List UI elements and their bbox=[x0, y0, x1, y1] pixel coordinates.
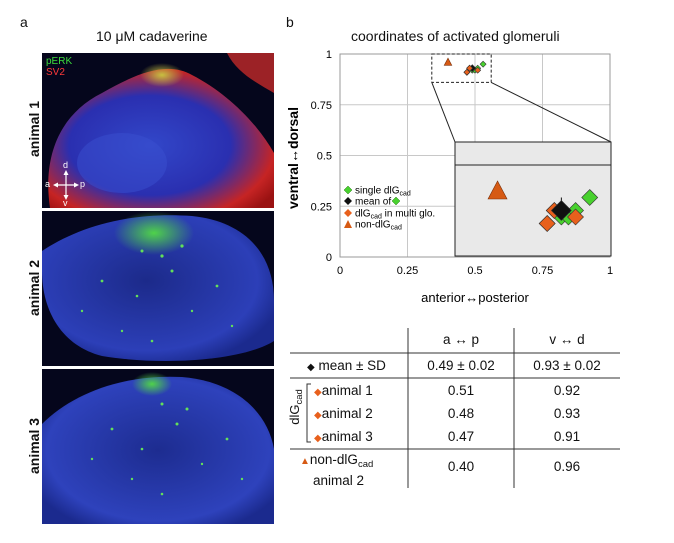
panel-b-letter: b bbox=[286, 14, 294, 30]
y-tick-label: 0.75 bbox=[311, 100, 332, 112]
x-tick-label: 0.75 bbox=[532, 265, 553, 277]
non-dlgcad-ap: 0.40 bbox=[447, 459, 475, 474]
mean-vd: 0.93 ± 0.02 bbox=[533, 358, 601, 373]
micrograph-animal-1: pERK SV2 d v a p bbox=[42, 53, 274, 208]
animal-1-ap: 0.51 bbox=[447, 383, 475, 398]
multi-glo-point-inset bbox=[538, 215, 556, 232]
legend-multi-label: dlGcad in multi glo. bbox=[355, 209, 435, 221]
sv2-legend: SV2 bbox=[46, 67, 65, 78]
multi-glo-point-inset bbox=[567, 208, 584, 226]
zoom-region-box bbox=[431, 53, 492, 83]
x-tick-label: 0.25 bbox=[397, 265, 418, 277]
y-tick-label: 0 bbox=[326, 252, 332, 264]
inset-points bbox=[487, 180, 599, 232]
axis-ticks: 0 0.25 0.5 0.75 1 0 0.25 0.5 0.75 1 bbox=[311, 49, 613, 277]
animal-2-vd: 0.93 bbox=[553, 406, 581, 421]
orange-diamond-icon: ◆ bbox=[314, 410, 322, 421]
compass-a: a bbox=[45, 179, 51, 189]
scatter-chart: 0 0.25 0.5 0.75 1 0 0.25 0.5 0.75 1 ventral↔dorsa… bbox=[285, 49, 613, 305]
animal-3-vd: 0.91 bbox=[553, 429, 581, 444]
y-tick-label: 0.25 bbox=[311, 201, 332, 213]
multi-glo-point bbox=[466, 64, 474, 72]
micrograph-animal-3 bbox=[42, 369, 274, 524]
legend-mean-label: mean of bbox=[355, 197, 391, 208]
x-tick-label: 0.5 bbox=[467, 265, 482, 277]
orange-diamond-icon: ◆ bbox=[314, 387, 322, 398]
single-dlgcad-point bbox=[479, 60, 487, 68]
orange-triangle-icon: ▲ bbox=[300, 456, 310, 467]
mean-point-inset bbox=[550, 200, 572, 221]
micrograph-3-image bbox=[42, 372, 274, 524]
compass-d: d bbox=[63, 160, 69, 170]
micrograph-2-image bbox=[42, 211, 274, 361]
legend-single-marker bbox=[343, 185, 353, 195]
legend-single-label: single dlGcad bbox=[355, 186, 411, 198]
legend-non-label: non-dlGcad bbox=[355, 220, 402, 232]
zoom-connector-line bbox=[490, 81, 612, 143]
compass-v: v bbox=[63, 198, 68, 208]
non-dlgcad-label: ▲non-dlGcad animal 2 bbox=[300, 452, 374, 488]
orange-diamond-icon: ◆ bbox=[314, 433, 322, 444]
animal-2-ap: 0.48 bbox=[447, 406, 475, 421]
row-label-animal-3: animal 3 bbox=[26, 417, 42, 475]
row-label-animal-1: animal 1 bbox=[26, 100, 42, 158]
y-tick-label: 0.5 bbox=[317, 151, 332, 163]
header-vd: v ↔ d bbox=[549, 332, 585, 347]
panel-a-title: 10 μM cadaverine bbox=[96, 28, 208, 44]
table-rules bbox=[290, 328, 620, 488]
non-dlgcad-point-inset bbox=[487, 180, 508, 200]
orientation-compass: d v a p bbox=[45, 160, 86, 208]
x-axis-label: anterior↔posterior bbox=[421, 290, 529, 305]
header-ap: a ↔ p bbox=[442, 332, 480, 347]
micrograph-1-image bbox=[48, 53, 274, 208]
multi-glo-point bbox=[474, 66, 482, 74]
legend-non-marker bbox=[344, 220, 352, 228]
micrograph-animal-2 bbox=[42, 211, 274, 366]
animal-2-label: ◆animal 2 bbox=[314, 406, 373, 421]
y-axis-label: ventral↔dorsal bbox=[285, 107, 301, 209]
legend-multi-marker bbox=[344, 209, 352, 217]
legend-mean-ref-marker bbox=[391, 196, 401, 206]
compass-arrows-icon bbox=[53, 170, 79, 200]
chart-legend: single dlGcad mean of dlGcad in multi gl… bbox=[343, 185, 435, 232]
panel-a-letter: a bbox=[20, 14, 28, 30]
multi-glo-point bbox=[463, 68, 471, 76]
animal-1-label: ◆animal 1 bbox=[314, 383, 373, 398]
group-bracket bbox=[306, 383, 311, 443]
row-label-animal-2: animal 2 bbox=[26, 259, 42, 317]
legend-mean-marker bbox=[344, 197, 352, 205]
non-dlgcad-point bbox=[443, 57, 453, 66]
chart-title: coordinates of activated glomeruli bbox=[351, 28, 560, 44]
x-tick-label: 1 bbox=[607, 265, 613, 277]
single-dlgcad-point-inset bbox=[581, 189, 599, 206]
mean-diamond-icon: ◆ bbox=[307, 362, 315, 373]
dlgcad-group-label: dlGcad bbox=[287, 389, 305, 425]
perk-legend: pERK bbox=[46, 56, 73, 67]
animal-1-vd: 0.92 bbox=[553, 383, 581, 398]
animal-3-ap: 0.47 bbox=[447, 429, 475, 444]
main-points bbox=[443, 57, 487, 76]
animal-3-label: ◆animal 3 bbox=[314, 429, 373, 444]
x-tick-label: 0 bbox=[337, 265, 343, 277]
non-dlgcad-vd: 0.96 bbox=[553, 459, 581, 474]
mean-ap: 0.49 ± 0.02 bbox=[427, 358, 495, 373]
coordinates-table: a ↔ p v ↔ d ◆ mean ± SD 0.49 ± 0.02 0.93… bbox=[287, 328, 620, 488]
zoom-connector-line bbox=[431, 82, 456, 143]
y-tick-label: 1 bbox=[326, 49, 332, 61]
mean-row-label: ◆ mean ± SD bbox=[307, 358, 386, 373]
compass-p: p bbox=[80, 179, 86, 189]
